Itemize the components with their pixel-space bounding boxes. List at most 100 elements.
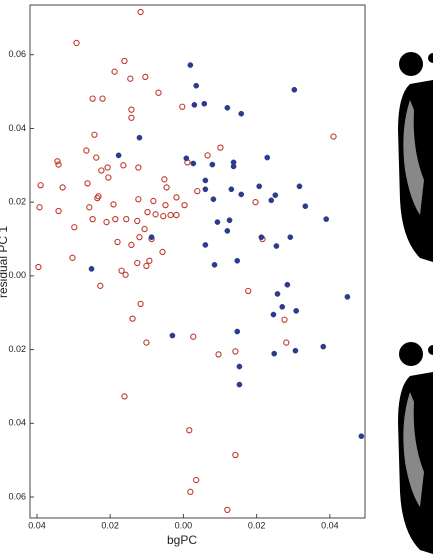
point	[120, 162, 127, 169]
shape	[403, 392, 424, 507]
point	[83, 147, 90, 154]
point	[232, 348, 239, 355]
point	[91, 131, 98, 138]
point	[160, 213, 167, 220]
point	[193, 82, 200, 89]
x-tick-label: 0.04	[28, 520, 46, 530]
point	[71, 224, 78, 231]
point	[358, 433, 365, 440]
point	[201, 100, 208, 107]
point	[293, 308, 300, 314]
point	[103, 218, 110, 226]
point	[204, 152, 211, 159]
shape	[428, 53, 433, 63]
point	[112, 215, 119, 223]
point	[97, 282, 104, 289]
point	[35, 263, 42, 271]
plot-frame	[29, 4, 366, 519]
point	[136, 134, 143, 141]
point	[238, 191, 245, 198]
point	[186, 427, 193, 434]
point	[146, 257, 153, 264]
point	[273, 243, 280, 249]
point	[141, 225, 148, 233]
shape	[399, 342, 423, 366]
point	[136, 234, 143, 241]
point	[264, 154, 271, 161]
point	[54, 158, 61, 165]
point	[234, 257, 241, 264]
point	[230, 163, 237, 170]
point	[123, 215, 130, 223]
point	[209, 161, 216, 168]
point	[104, 164, 111, 171]
point	[274, 291, 281, 297]
point	[224, 104, 231, 111]
point	[190, 333, 197, 340]
point	[256, 183, 263, 190]
point	[210, 196, 217, 203]
point	[234, 328, 241, 335]
point	[114, 238, 121, 246]
point	[115, 152, 122, 159]
point	[110, 201, 117, 208]
point	[55, 207, 62, 215]
point	[330, 133, 337, 140]
point	[291, 86, 298, 93]
point	[183, 155, 190, 162]
point	[127, 75, 134, 82]
point	[84, 180, 91, 187]
shape	[399, 52, 423, 76]
point	[268, 197, 275, 204]
point	[344, 294, 351, 300]
point	[202, 186, 209, 193]
point	[194, 187, 201, 195]
y-tick-label: 0.02	[8, 197, 26, 207]
point	[59, 184, 66, 191]
point	[128, 114, 135, 121]
y-tick-label: 0.04	[8, 123, 26, 133]
point	[128, 106, 135, 113]
point	[134, 259, 141, 267]
side-figures	[398, 52, 433, 554]
point	[215, 351, 222, 358]
point	[228, 186, 235, 193]
point	[284, 281, 291, 288]
point	[202, 242, 209, 248]
point	[190, 160, 197, 167]
point	[287, 234, 294, 241]
point	[142, 73, 149, 81]
point	[105, 174, 112, 181]
point	[167, 211, 174, 219]
point	[193, 476, 200, 484]
point	[99, 95, 106, 102]
y-tick-label: 0.00	[8, 270, 26, 280]
point	[258, 234, 265, 241]
point	[144, 208, 151, 216]
point	[169, 332, 176, 339]
point	[111, 68, 118, 75]
point	[187, 488, 194, 495]
point	[155, 89, 162, 96]
point	[163, 184, 170, 191]
point	[283, 339, 290, 346]
point	[191, 102, 198, 108]
point	[37, 182, 44, 189]
point	[271, 350, 278, 357]
point	[232, 451, 239, 459]
point	[224, 228, 231, 234]
point	[159, 248, 166, 256]
y-tick-label: 0.06	[8, 491, 26, 501]
y-tick-label: 0.02	[8, 344, 26, 354]
point	[122, 271, 129, 278]
point	[69, 254, 76, 261]
point	[296, 183, 303, 190]
point	[73, 39, 80, 47]
point	[202, 177, 209, 184]
point	[86, 204, 93, 211]
point	[252, 199, 259, 206]
point	[279, 303, 286, 310]
point	[173, 211, 180, 219]
